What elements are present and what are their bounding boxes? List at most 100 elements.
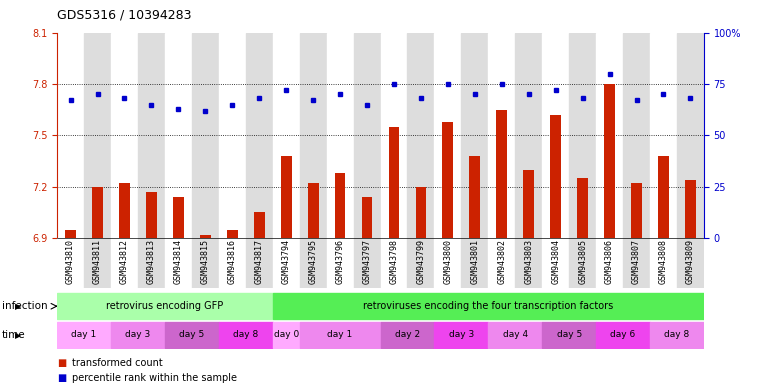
- Bar: [361, 197, 372, 238]
- Text: GSM943797: GSM943797: [362, 239, 371, 284]
- Bar: [227, 230, 237, 238]
- Bar: [84, 238, 111, 288]
- Bar: [489, 322, 542, 348]
- Bar: [219, 322, 272, 348]
- Bar: [416, 187, 426, 238]
- Text: ■: ■: [57, 358, 66, 368]
- Bar: [84, 33, 111, 238]
- Text: percentile rank within the sample: percentile rank within the sample: [72, 373, 237, 383]
- Bar: [57, 322, 111, 348]
- Text: GSM943812: GSM943812: [120, 239, 129, 284]
- Bar: [219, 33, 246, 238]
- Bar: [461, 238, 489, 288]
- Text: day 1: day 1: [327, 330, 352, 339]
- Bar: [119, 183, 130, 238]
- Bar: [272, 238, 300, 288]
- Text: GSM943805: GSM943805: [578, 239, 587, 284]
- Bar: [335, 173, 345, 238]
- Text: infection: infection: [2, 301, 47, 311]
- Bar: [631, 183, 642, 238]
- Bar: [524, 170, 534, 238]
- Text: day 3: day 3: [126, 330, 151, 339]
- Bar: [326, 33, 354, 238]
- Bar: [92, 187, 103, 238]
- Bar: [550, 115, 561, 238]
- Bar: [596, 322, 650, 348]
- Text: day 3: day 3: [449, 330, 474, 339]
- Bar: [254, 212, 265, 238]
- Bar: [407, 33, 435, 238]
- Bar: [677, 33, 704, 238]
- Text: GSM943794: GSM943794: [282, 239, 291, 284]
- Bar: [461, 33, 489, 238]
- Bar: [380, 322, 435, 348]
- Text: GSM943798: GSM943798: [390, 239, 399, 284]
- Bar: [435, 33, 461, 238]
- Text: GSM943804: GSM943804: [551, 239, 560, 284]
- Text: GSM943813: GSM943813: [147, 239, 156, 284]
- Bar: [300, 238, 326, 288]
- Text: time: time: [2, 330, 25, 340]
- Bar: [200, 235, 211, 238]
- Text: day 1: day 1: [72, 330, 97, 339]
- Bar: [650, 322, 704, 348]
- Text: GSM943811: GSM943811: [93, 239, 102, 284]
- Text: transformed count: transformed count: [72, 358, 163, 368]
- Text: GSM943795: GSM943795: [309, 239, 317, 284]
- Bar: [543, 322, 596, 348]
- Text: GSM943810: GSM943810: [66, 239, 75, 284]
- Bar: [623, 33, 650, 238]
- Bar: [326, 238, 354, 288]
- Bar: [354, 33, 380, 238]
- Text: retrovirus encoding GFP: retrovirus encoding GFP: [107, 301, 224, 311]
- Bar: [435, 322, 489, 348]
- Bar: [354, 238, 380, 288]
- Bar: [219, 238, 246, 288]
- Bar: [165, 238, 192, 288]
- Text: day 8: day 8: [233, 330, 259, 339]
- Bar: [435, 238, 461, 288]
- Bar: [246, 33, 272, 238]
- Text: GSM943803: GSM943803: [524, 239, 533, 284]
- Bar: [470, 156, 480, 238]
- Bar: [650, 238, 677, 288]
- Bar: [623, 238, 650, 288]
- Bar: [658, 156, 669, 238]
- Bar: [272, 33, 300, 238]
- Bar: [173, 197, 183, 238]
- Text: GSM943808: GSM943808: [659, 239, 668, 284]
- Text: GDS5316 / 10394283: GDS5316 / 10394283: [57, 8, 192, 21]
- Bar: [604, 84, 615, 238]
- Bar: [596, 33, 623, 238]
- Text: GSM943800: GSM943800: [444, 239, 452, 284]
- Bar: [57, 293, 272, 319]
- Text: day 8: day 8: [664, 330, 689, 339]
- Bar: [111, 33, 138, 238]
- Bar: [57, 238, 84, 288]
- Bar: [165, 33, 192, 238]
- Bar: [192, 33, 219, 238]
- Text: GSM943816: GSM943816: [228, 239, 237, 284]
- Text: ▶: ▶: [15, 302, 22, 311]
- Bar: [569, 238, 596, 288]
- Bar: [165, 322, 219, 348]
- Bar: [489, 33, 515, 238]
- Bar: [65, 230, 76, 238]
- Bar: [272, 322, 300, 348]
- Bar: [442, 122, 454, 238]
- Bar: [192, 238, 219, 288]
- Bar: [489, 238, 515, 288]
- Text: day 6: day 6: [610, 330, 635, 339]
- Text: day 2: day 2: [395, 330, 420, 339]
- Bar: [246, 238, 272, 288]
- Bar: [138, 238, 165, 288]
- Text: GSM943796: GSM943796: [336, 239, 345, 284]
- Bar: [380, 33, 407, 238]
- Text: GSM943801: GSM943801: [470, 239, 479, 284]
- Bar: [596, 238, 623, 288]
- Text: GSM943807: GSM943807: [632, 239, 641, 284]
- Bar: [300, 33, 326, 238]
- Bar: [300, 322, 380, 348]
- Text: day 5: day 5: [179, 330, 205, 339]
- Bar: [677, 238, 704, 288]
